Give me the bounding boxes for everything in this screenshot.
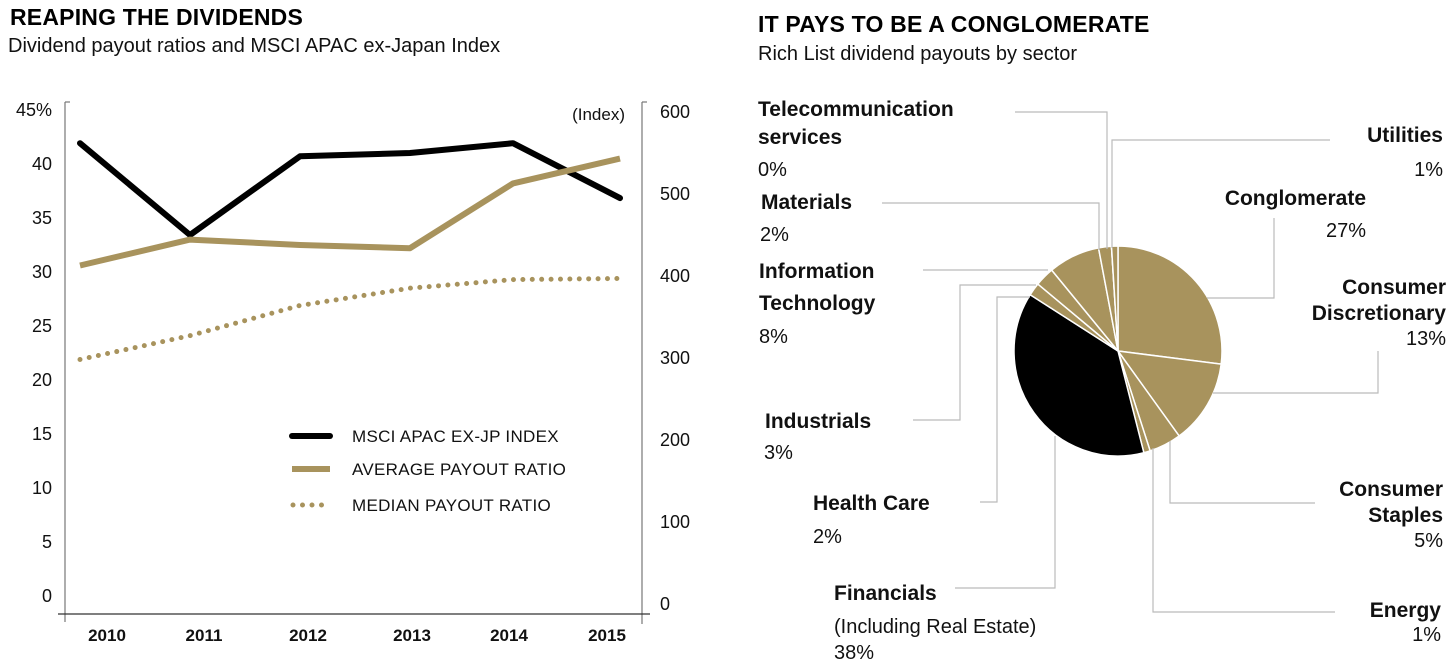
legend-label: AVERAGE PAYOUT RATIO — [352, 460, 566, 479]
right-axis-tick-label: 400 — [660, 266, 690, 286]
right-axis-tick-label: 100 — [660, 512, 690, 532]
pie-label-value: 2% — [813, 526, 842, 548]
leader-conglomerate — [1207, 218, 1275, 299]
pie-label-name: Telecommunication services — [758, 98, 954, 149]
pie-label-value: 38% — [834, 642, 874, 664]
pie-label-name-line: Consumer — [1342, 276, 1446, 299]
legend-label: MEDIAN PAYOUT RATIO — [352, 496, 551, 515]
leader-materials — [882, 202, 1100, 250]
pie-label-name-line: services — [758, 126, 842, 149]
pie-label-name: Health Care — [813, 492, 930, 515]
pie-label-name: Industrials — [765, 410, 871, 433]
leader-consumer-discretionary — [1213, 351, 1379, 394]
left-axis-tick-label: 15 — [32, 424, 52, 444]
pie-label-name: Consumer Discretionary — [1312, 276, 1447, 325]
pie-label-name: Conglomerate — [1225, 187, 1366, 210]
pie-label-name-line: Technology — [759, 292, 876, 315]
x-axis-tick-label: 2015 — [588, 626, 626, 645]
x-axis-tick-label: 2013 — [393, 626, 431, 645]
x-axis-tick-label: 2014 — [490, 626, 528, 645]
pie-label-name-line: Staples — [1368, 504, 1443, 527]
pie-slice-financials — [1013, 293, 1145, 457]
pie-label-name: Information Technology — [759, 260, 876, 315]
pie-label-name-line: Discretionary — [1312, 302, 1447, 325]
pie-label-name-line: Telecommunication — [758, 98, 954, 121]
pie-slice-conglomerate — [1117, 245, 1223, 365]
right-axis-tick-label: 0 — [660, 594, 670, 614]
median-payout-line — [77, 276, 623, 362]
left-axis-tick-label: 45% — [16, 100, 52, 120]
leader-telecommunication — [1015, 111, 1108, 249]
pie-label-value: 13% — [1406, 328, 1446, 350]
average-payout-line — [79, 155, 621, 269]
pie-label-value: 27% — [1326, 220, 1366, 242]
pie-label-value: 2% — [760, 224, 789, 246]
left-axis-tick-label: 25 — [32, 316, 52, 336]
left-axis-tick-label: 35 — [32, 208, 52, 228]
pie-label-value: 5% — [1414, 530, 1443, 552]
pie-label-name: Materials — [761, 191, 852, 214]
x-axis-tick-label: 2012 — [289, 626, 327, 645]
msci-index-line — [77, 140, 623, 238]
pie-label-value: 3% — [764, 442, 793, 464]
right-axis-tick-label: 600 — [660, 102, 690, 122]
line-chart-title: REAPING THE DIVIDENDS — [10, 4, 304, 30]
pie-label-value: 0% — [758, 159, 787, 181]
leader-health-care — [980, 296, 1030, 503]
right-axis-label: (Index) — [572, 105, 625, 124]
x-axis-tick-label: 2011 — [186, 626, 223, 645]
leader-utilities — [1111, 139, 1330, 248]
pie-label-name-line: Information — [759, 260, 875, 283]
pie-label-name: Utilities — [1367, 124, 1443, 147]
left-axis-tick-label: 5 — [42, 532, 52, 552]
left-axis-tick-label: 10 — [32, 478, 52, 498]
leader-energy — [1152, 448, 1335, 613]
legend-label: MSCI APAC EX-JP INDEX — [352, 427, 559, 446]
pie-chart-title: IT PAYS TO BE A CONGLOMERATE — [758, 11, 1150, 37]
line-chart: 45%40353025201510506005004003002001000(I… — [16, 100, 690, 645]
left-axis-tick-label: 40 — [32, 154, 52, 174]
pie-label-value: 8% — [759, 326, 788, 348]
pie-label-note: (Including Real Estate) — [834, 616, 1036, 638]
left-axis-tick-label: 20 — [32, 370, 52, 390]
pie-label-value: 1% — [1414, 159, 1443, 181]
pie-label-name: Consumer Staples — [1339, 478, 1443, 527]
line-chart-subtitle: Dividend payout ratios and MSCI APAC ex-… — [8, 35, 501, 57]
pie-label-name: Energy — [1370, 599, 1442, 622]
pie-slice-consumer-discretionary — [1117, 350, 1222, 437]
left-axis-tick-label: 30 — [32, 262, 52, 282]
right-axis-tick-label: 500 — [660, 184, 690, 204]
x-axis-tick-label: 2010 — [88, 626, 126, 645]
leader-financials — [955, 436, 1056, 589]
right-axis-tick-label: 200 — [660, 430, 690, 450]
left-axis-tick-label: 0 — [42, 586, 52, 606]
pie-label-name-line: Consumer — [1339, 478, 1443, 501]
leader-consumer-staples — [1169, 441, 1315, 504]
leader-industrials — [913, 284, 1036, 421]
pie-chart-subtitle: Rich List dividend payouts by sector — [758, 43, 1078, 65]
pie-label-value: 1% — [1412, 624, 1441, 646]
pie-label-name: Financials — [834, 582, 937, 605]
right-axis-tick-label: 300 — [660, 348, 690, 368]
pie-chart: Telecommunication services 0% Utilities 1% Co… — [758, 98, 1446, 664]
